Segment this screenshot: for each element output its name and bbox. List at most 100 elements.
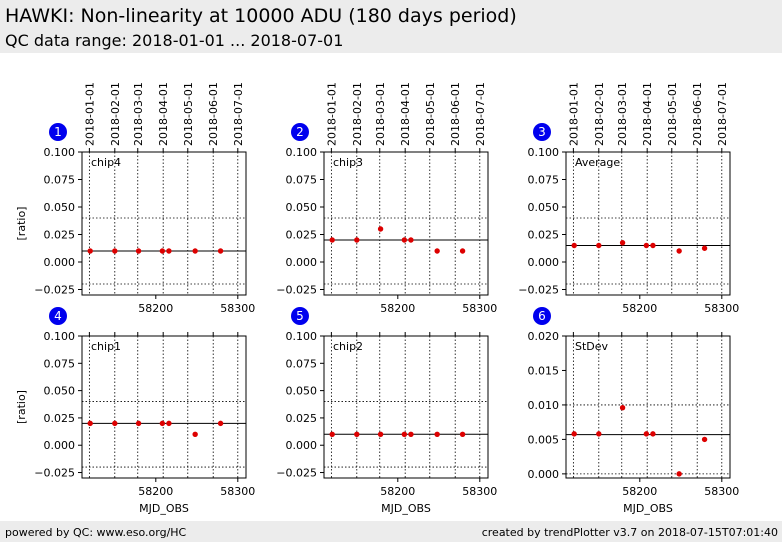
page-title: HAWKI: Non-linearity at 10000 ADU (180 d… (5, 5, 517, 27)
data-point (166, 420, 172, 427)
panel-label: StDev (575, 340, 609, 353)
plot-frame (323, 151, 489, 296)
date-tick-label: 2018-03-01 (616, 82, 629, 146)
x-tick-label: 58300 (704, 485, 739, 498)
data-point (87, 420, 93, 427)
date-tick-label: 2018-04-01 (641, 82, 654, 146)
data-point (701, 245, 708, 251)
x-tick-label: 58200 (380, 302, 415, 315)
panel-number-badge (533, 307, 551, 325)
data-point (571, 431, 577, 437)
y-tick-label: −0.025 (276, 284, 317, 297)
data-point (619, 240, 626, 246)
data-point (619, 404, 626, 411)
x-tick-label: 58300 (220, 485, 255, 498)
y-tick-label: 0.075 (528, 174, 560, 187)
panel-number-badge (49, 123, 67, 141)
date-tick-label: 2018-05-01 (182, 82, 195, 146)
y-tick-label: 0.075 (44, 174, 76, 187)
y-tick-label: −0.025 (276, 467, 317, 480)
data-point (112, 420, 118, 427)
y-tick-label: 0.000 (44, 439, 76, 452)
date-tick-label: 2018-02-01 (109, 82, 122, 146)
data-point (377, 431, 384, 438)
date-tick-label: 2018-04-01 (157, 82, 170, 146)
plot-frame (323, 335, 489, 479)
x-tick-label: 58200 (380, 485, 415, 498)
date-tick-label: 2018-01-01 (567, 82, 580, 146)
y-tick-label: 0.100 (44, 146, 76, 159)
y-tick-label: 0.050 (44, 385, 76, 398)
panel-number-badge (291, 307, 309, 325)
panel-number: 6 (538, 309, 546, 323)
header-bar: HAWKI: Non-linearity at 10000 ADU (180 d… (0, 0, 782, 53)
panel-6: 0.020 0.015 0.010 0.005 0.000 58200 58300 MJD_O… (528, 307, 739, 515)
data-point (571, 242, 577, 249)
y-tick-label: 0.100 (528, 146, 560, 159)
data-point (354, 431, 360, 438)
data-point (408, 237, 414, 243)
panel-label: chip1 (91, 340, 121, 353)
date-tick-label: 2018-03-01 (374, 82, 387, 146)
y-tick-label: 0.050 (286, 201, 318, 214)
panel-number: 1 (54, 125, 62, 139)
data-point (135, 248, 142, 254)
data-point (377, 226, 384, 232)
date-tick-label: 2018-06-01 (691, 82, 704, 146)
data-point (459, 248, 466, 254)
y-tick-label: −0.025 (34, 284, 75, 297)
y-tick-label: 0.100 (286, 330, 318, 343)
x-axis-label: MJD_OBS (623, 502, 673, 515)
panel-number: 3 (538, 125, 546, 139)
y-tick-label: 0.100 (44, 330, 76, 343)
plot-frame (81, 151, 247, 296)
data-point (329, 431, 335, 438)
page-subtitle: QC data range: 2018-01-01 ... 2018-07-01 (5, 31, 344, 50)
x-axis-label: MJD_OBS (139, 502, 189, 515)
y-tick-label: 0.000 (528, 256, 560, 269)
date-tick-label: 2018-04-01 (399, 82, 412, 146)
y-tick-label: 0.025 (286, 229, 318, 242)
panel-number: 5 (296, 309, 304, 323)
data-point (434, 248, 440, 254)
y-tick-label: −0.025 (34, 467, 75, 480)
x-tick-label: 58200 (622, 302, 657, 315)
data-point (192, 431, 198, 438)
data-point (459, 431, 466, 438)
date-tick-label: 2018-02-01 (351, 82, 364, 146)
date-tick-label: 2018-01-01 (83, 82, 96, 146)
date-tick-label: 2018-07-01 (232, 82, 245, 146)
x-tick-label: 58300 (704, 302, 739, 315)
panel-number-badge (533, 123, 551, 141)
panel-3: 0.100 0.075 0.050 0.025 0.000 −0.025 2018-01-0… (518, 82, 739, 315)
y-tick-label: 0.000 (528, 468, 560, 481)
x-tick-label: 58300 (462, 302, 497, 315)
data-point (217, 248, 224, 254)
date-tick-label: 2018-06-01 (207, 82, 220, 146)
y-tick-label: 0.005 (528, 433, 560, 446)
x-tick-label: 58200 (138, 302, 173, 315)
x-tick-label: 58200 (138, 485, 173, 498)
footer-generator: created by trendPlotter v3.7 on 2018-07-… (481, 526, 778, 539)
data-point (650, 242, 656, 249)
date-tick-label: 2018-05-01 (424, 82, 437, 146)
y-tick-label: 0.015 (528, 364, 560, 377)
date-tick-label: 2018-06-01 (449, 82, 462, 146)
data-point (643, 242, 650, 249)
y-tick-label: 0.025 (286, 412, 318, 425)
y-tick-label: 0.100 (286, 146, 318, 159)
y-tick-label: −0.025 (518, 284, 559, 297)
data-point (650, 431, 656, 437)
data-point (159, 248, 166, 254)
y-tick-label: 0.025 (528, 229, 560, 242)
data-point (401, 431, 408, 438)
panel-2: 0.100 0.075 0.050 0.025 0.000 −0.025 2018-01-0… (276, 82, 497, 315)
y-tick-label: 0.020 (528, 330, 560, 343)
y-axis-label: [ratio] (15, 390, 28, 424)
date-tick-label: 2018-02-01 (593, 82, 606, 146)
y-tick-label: 0.075 (286, 174, 318, 187)
panel-5: 0.100 0.075 0.050 0.025 0.000 −0.025 58200 5830… (276, 307, 497, 515)
panel-number-badge (49, 307, 67, 325)
y-tick-label: 0.000 (286, 439, 318, 452)
